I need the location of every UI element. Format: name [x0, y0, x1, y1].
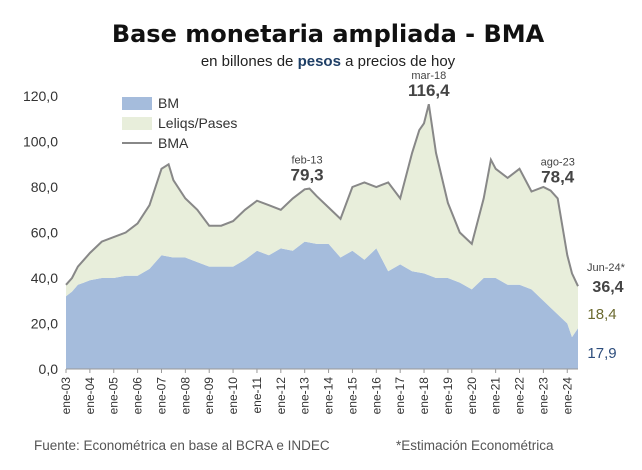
y-tick-label: 120,0: [23, 88, 58, 104]
x-tick-label: ene-07: [154, 377, 168, 415]
x-tick-label: ene-04: [83, 377, 97, 415]
x-tick-label: ene-13: [298, 377, 312, 415]
x-tick-label: ene-12: [274, 377, 288, 415]
bma-line: [65, 103, 579, 287]
end-label-bma: 36,4: [592, 279, 623, 296]
x-axis: ene-03 ene-04 ene-05 ene-06 ene-07 ene-08 ene-…: [59, 369, 574, 414]
chart-subtitle: en billones de pesos a precios de hoy: [201, 53, 456, 70]
y-tick-label: 80,0: [31, 179, 58, 195]
legend-swatch-bm: [122, 97, 152, 110]
x-tick-label: ene-18: [417, 377, 431, 415]
annotation-date-mar18: mar-18: [411, 70, 446, 82]
x-tick-label: ene-20: [465, 377, 479, 415]
footer-note: *Estimación Econométrica: [396, 438, 554, 453]
x-tick-label: ene-24: [560, 377, 574, 415]
x-tick-label: ene-17: [393, 377, 407, 415]
x-tick-label: ene-09: [202, 377, 216, 415]
x-tick-label: ene-06: [131, 377, 145, 415]
subtitle-accent: pesos: [298, 53, 341, 70]
legend-label-bm: BM: [158, 95, 179, 111]
legend: BM Leliqs/Pases BMA: [122, 95, 237, 151]
bm-area: [66, 241, 578, 369]
annotation-value-mar18: 116,4: [408, 81, 450, 100]
x-tick-label: ene-10: [226, 377, 240, 415]
end-labels: Jun-24* 36,4 18,4 17,9: [587, 262, 626, 362]
y-axis: 0,0 20,0 40,0 60,0 80,0 100,0 120,0: [23, 88, 58, 377]
subtitle-after: a precios de hoy: [341, 53, 456, 70]
x-tick-label: ene-14: [322, 377, 336, 415]
end-label-bm: 17,9: [587, 345, 616, 362]
y-tick-label: 20,0: [31, 316, 58, 332]
x-tick-label: ene-16: [369, 377, 383, 415]
y-tick-label: 40,0: [31, 270, 58, 286]
chart-title: Base monetaria ampliada - BMA: [112, 20, 545, 48]
x-tick-label: ene-22: [513, 377, 527, 415]
annotation-value-feb13: 79,3: [291, 166, 324, 185]
legend-label-bma: BMA: [158, 135, 189, 151]
x-tick-label: ene-19: [441, 377, 455, 415]
leliq-area: [66, 104, 578, 338]
annotations: feb-13 79,3 mar-18 116,4 ago-23 78,4: [291, 70, 575, 186]
x-tick-label: ene-15: [345, 377, 359, 415]
y-tick-label: 0,0: [39, 361, 59, 377]
x-tick-label: ene-23: [536, 377, 550, 415]
y-tick-label: 100,0: [23, 134, 58, 150]
legend-swatch-leliq: [122, 117, 152, 130]
x-tick-label: ene-21: [489, 377, 503, 415]
annotation-date-ago23: ago-23: [541, 157, 575, 169]
x-tick-label: ene-08: [178, 377, 192, 415]
x-tick-label: ene-03: [59, 377, 73, 415]
y-tick-label: 60,0: [31, 225, 58, 241]
x-tick-label: ene-05: [107, 377, 121, 415]
x-tick-label: ene-11: [250, 377, 264, 414]
end-label-leliq: 18,4: [587, 306, 616, 323]
footer-source: Fuente: Econométrica en base al BCRA e I…: [34, 438, 330, 453]
subtitle-before: en billones de: [201, 53, 298, 70]
plot-area: [65, 103, 579, 370]
legend-label-leliq: Leliqs/Pases: [158, 115, 237, 131]
annotation-value-ago23: 78,4: [541, 168, 575, 187]
end-label-date: Jun-24*: [587, 262, 626, 274]
annotation-date-feb13: feb-13: [291, 155, 322, 167]
